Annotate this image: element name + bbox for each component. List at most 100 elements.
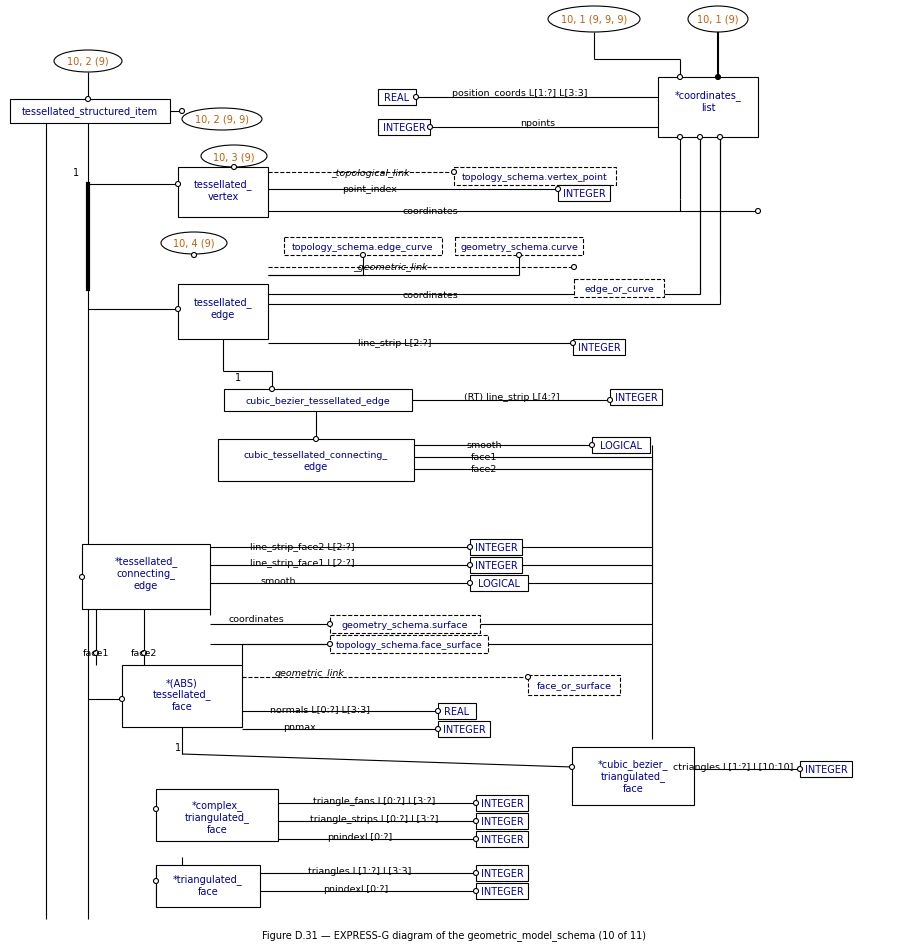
FancyBboxPatch shape (378, 120, 430, 136)
Circle shape (755, 210, 761, 214)
Text: connecting_: connecting_ (116, 568, 175, 579)
Text: INTEGER: INTEGER (474, 543, 517, 552)
Text: 10, 2 (9): 10, 2 (9) (67, 57, 109, 67)
Text: geometric_link: geometric_link (275, 668, 345, 678)
Text: INTEGER: INTEGER (804, 765, 847, 774)
Circle shape (467, 545, 473, 550)
FancyBboxPatch shape (470, 557, 522, 573)
Circle shape (677, 135, 683, 141)
Text: INTEGER: INTEGER (383, 123, 425, 133)
Text: tessellated_: tessellated_ (194, 297, 253, 308)
FancyBboxPatch shape (476, 813, 528, 829)
Text: triangle_fans L[0:?] L[3:?]: triangle_fans L[0:?] L[3:?] (313, 797, 435, 805)
Text: REAL: REAL (385, 93, 410, 103)
Circle shape (677, 76, 683, 80)
Text: point_index: point_index (343, 185, 397, 194)
Circle shape (94, 650, 98, 656)
Text: coordinates: coordinates (402, 208, 458, 216)
Text: triangulated_: triangulated_ (185, 812, 249, 822)
Circle shape (467, 563, 473, 568)
Text: cubic_bezier_tessellated_edge: cubic_bezier_tessellated_edge (245, 396, 390, 405)
FancyBboxPatch shape (610, 390, 662, 406)
FancyBboxPatch shape (574, 279, 664, 297)
Circle shape (555, 187, 561, 193)
Circle shape (269, 387, 275, 392)
Text: INTEGER: INTEGER (481, 834, 524, 844)
Text: face2: face2 (131, 649, 157, 658)
Text: edge: edge (211, 310, 235, 320)
FancyBboxPatch shape (330, 615, 480, 633)
Text: pnindexL[0:?]: pnindexL[0:?] (324, 885, 389, 894)
Circle shape (414, 95, 418, 100)
Circle shape (119, 697, 125, 701)
Circle shape (467, 581, 473, 586)
FancyBboxPatch shape (454, 168, 616, 186)
Text: INTEGER: INTEGER (614, 393, 657, 402)
Text: triangles L[1:?] L[3:3]: triangles L[1:?] L[3:3] (308, 867, 412, 876)
Ellipse shape (688, 7, 748, 33)
Text: geometry_schema.surface: geometry_schema.surface (342, 620, 468, 629)
Text: *coordinates_: *coordinates_ (674, 91, 742, 101)
Text: face_or_surface: face_or_surface (536, 681, 612, 690)
Text: face2: face2 (471, 465, 497, 474)
Text: INTEGER: INTEGER (481, 817, 524, 826)
Text: INTEGER: INTEGER (481, 799, 524, 808)
Circle shape (590, 443, 594, 448)
Circle shape (154, 879, 158, 884)
Text: npoints: npoints (520, 119, 555, 128)
FancyBboxPatch shape (156, 789, 278, 841)
Text: face: face (623, 784, 644, 793)
FancyBboxPatch shape (438, 703, 476, 719)
Text: INTEGER: INTEGER (474, 561, 517, 570)
Text: tessellated_structured_item: tessellated_structured_item (22, 107, 158, 117)
FancyBboxPatch shape (470, 576, 528, 591)
Text: 10, 3 (9): 10, 3 (9) (214, 152, 255, 161)
FancyBboxPatch shape (218, 440, 414, 481)
Text: 10, 4 (9): 10, 4 (9) (174, 239, 215, 248)
Text: *triangulated_: *triangulated_ (174, 873, 243, 885)
Text: tessellated_: tessellated_ (194, 179, 253, 191)
Text: 10, 1 (9): 10, 1 (9) (697, 15, 739, 25)
Ellipse shape (182, 109, 262, 131)
Text: geometry_schema.curve: geometry_schema.curve (460, 243, 578, 251)
Text: LOGICAL: LOGICAL (600, 441, 642, 450)
FancyBboxPatch shape (476, 865, 528, 881)
Text: line_strip_face1 L[2:?]: line_strip_face1 L[2:?] (250, 559, 355, 568)
FancyBboxPatch shape (573, 340, 625, 356)
Text: smooth: smooth (260, 577, 295, 586)
Text: face: face (197, 886, 218, 896)
Circle shape (232, 165, 236, 170)
FancyBboxPatch shape (558, 186, 610, 202)
Circle shape (452, 170, 456, 176)
Text: pnmax: pnmax (284, 723, 316, 732)
Text: INTEGER: INTEGER (577, 343, 620, 353)
Circle shape (142, 650, 146, 656)
Circle shape (192, 253, 196, 259)
FancyBboxPatch shape (156, 865, 260, 907)
Text: 1: 1 (235, 373, 241, 382)
Text: coordinates: coordinates (228, 615, 284, 624)
Text: face1: face1 (83, 649, 109, 658)
Circle shape (314, 437, 318, 442)
Text: edge: edge (134, 581, 158, 590)
Text: cubic_tessellated_connecting_: cubic_tessellated_connecting_ (244, 450, 388, 459)
Ellipse shape (161, 233, 227, 255)
Text: triangle_strips L[0:?] L[3:?]: triangle_strips L[0:?] L[3:?] (310, 815, 438, 823)
Text: INTEGER: INTEGER (481, 886, 524, 896)
Text: edge_or_curve: edge_or_curve (584, 284, 654, 294)
Text: *complex_: *complex_ (192, 800, 243, 811)
Circle shape (474, 870, 478, 876)
Text: *(ABS): *(ABS) (166, 677, 198, 687)
Text: INTEGER: INTEGER (443, 724, 485, 734)
Text: smooth: smooth (466, 441, 502, 450)
Circle shape (327, 642, 333, 647)
Ellipse shape (201, 145, 267, 168)
FancyBboxPatch shape (658, 78, 758, 138)
Text: _topological_link: _topological_link (331, 168, 409, 177)
Text: vertex: vertex (207, 192, 239, 202)
Circle shape (179, 110, 185, 114)
FancyBboxPatch shape (330, 635, 488, 653)
Circle shape (154, 806, 158, 812)
FancyBboxPatch shape (476, 795, 528, 811)
Circle shape (715, 76, 721, 80)
